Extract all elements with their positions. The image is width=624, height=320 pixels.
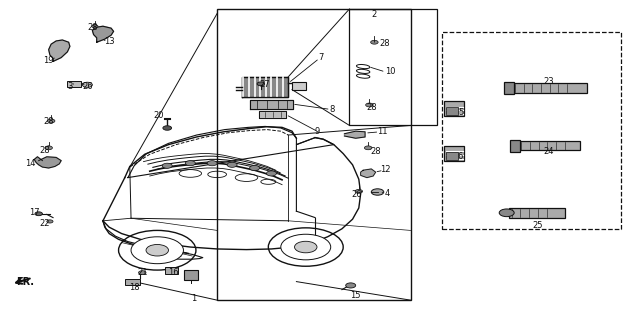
Circle shape <box>227 162 237 167</box>
Text: 11: 11 <box>377 127 387 136</box>
Text: 13: 13 <box>104 37 115 46</box>
Bar <box>125 279 140 285</box>
Polygon shape <box>242 77 288 97</box>
Bar <box>509 208 565 218</box>
Text: 7: 7 <box>319 53 324 62</box>
Text: 10: 10 <box>385 68 395 76</box>
Circle shape <box>499 209 514 217</box>
Bar <box>442 32 621 229</box>
Bar <box>217 9 411 300</box>
Text: 3: 3 <box>67 82 72 91</box>
Text: 28: 28 <box>87 23 98 32</box>
Polygon shape <box>259 111 286 118</box>
Bar <box>184 270 198 280</box>
Circle shape <box>281 234 331 260</box>
Text: 2: 2 <box>372 10 377 19</box>
Bar <box>444 146 464 161</box>
Text: 21: 21 <box>137 268 147 277</box>
Circle shape <box>366 103 373 107</box>
Text: 27: 27 <box>260 80 271 89</box>
Text: 23: 23 <box>544 77 555 86</box>
Circle shape <box>131 237 183 264</box>
Circle shape <box>47 119 55 123</box>
Circle shape <box>35 212 42 216</box>
Polygon shape <box>34 157 61 168</box>
Bar <box>165 267 178 274</box>
Polygon shape <box>344 131 365 138</box>
Circle shape <box>257 82 265 86</box>
Bar <box>67 81 81 87</box>
Bar <box>349 9 437 125</box>
Bar <box>446 152 458 160</box>
Bar <box>504 82 514 94</box>
Circle shape <box>92 25 98 28</box>
Text: 12: 12 <box>381 165 391 174</box>
Text: 28: 28 <box>379 39 391 48</box>
Text: 6: 6 <box>458 152 463 161</box>
Circle shape <box>162 163 172 168</box>
Bar <box>510 140 520 152</box>
Text: 18: 18 <box>129 284 140 292</box>
Circle shape <box>266 171 276 176</box>
Text: 4: 4 <box>384 189 389 198</box>
Text: 24: 24 <box>544 147 554 156</box>
Circle shape <box>355 189 363 193</box>
Text: 17: 17 <box>29 208 40 217</box>
Text: 28: 28 <box>39 146 51 155</box>
Text: 28: 28 <box>43 117 54 126</box>
Bar <box>292 82 306 90</box>
Text: 14: 14 <box>25 159 35 168</box>
Text: 1: 1 <box>191 294 196 303</box>
Circle shape <box>364 146 372 150</box>
Circle shape <box>371 40 378 44</box>
Text: 26: 26 <box>351 190 363 199</box>
Text: FR.: FR. <box>16 276 34 287</box>
Text: 19: 19 <box>44 56 54 65</box>
Circle shape <box>250 165 260 171</box>
Text: 5: 5 <box>458 108 463 117</box>
Circle shape <box>163 126 172 130</box>
Polygon shape <box>49 40 70 61</box>
Text: 8: 8 <box>329 105 334 114</box>
Text: 22: 22 <box>40 219 50 228</box>
Text: 26: 26 <box>82 82 93 91</box>
Bar <box>512 83 587 93</box>
Polygon shape <box>361 169 376 178</box>
Polygon shape <box>250 100 293 109</box>
Text: 28: 28 <box>366 103 377 112</box>
Circle shape <box>82 82 92 87</box>
Bar <box>446 107 458 115</box>
Bar <box>444 101 464 116</box>
Circle shape <box>45 146 52 150</box>
Text: 25: 25 <box>533 221 543 230</box>
Circle shape <box>185 161 195 166</box>
Circle shape <box>371 189 384 195</box>
Circle shape <box>139 271 146 275</box>
Text: 20: 20 <box>154 111 164 120</box>
Text: 16: 16 <box>168 268 179 277</box>
Text: 15: 15 <box>351 291 361 300</box>
Circle shape <box>207 161 217 166</box>
Circle shape <box>295 241 317 253</box>
Text: 28: 28 <box>370 147 381 156</box>
Bar <box>518 141 580 150</box>
Polygon shape <box>92 26 114 42</box>
Circle shape <box>47 220 53 223</box>
Circle shape <box>146 244 168 256</box>
Circle shape <box>346 283 356 288</box>
Text: 9: 9 <box>314 127 319 136</box>
